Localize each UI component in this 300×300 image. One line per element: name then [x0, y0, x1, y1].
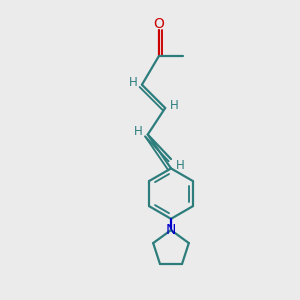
Text: H: H	[134, 125, 143, 138]
Text: H: H	[128, 76, 137, 89]
Text: N: N	[166, 223, 176, 237]
Text: O: O	[153, 17, 164, 31]
Text: H: H	[170, 99, 178, 112]
Text: H: H	[176, 159, 184, 172]
